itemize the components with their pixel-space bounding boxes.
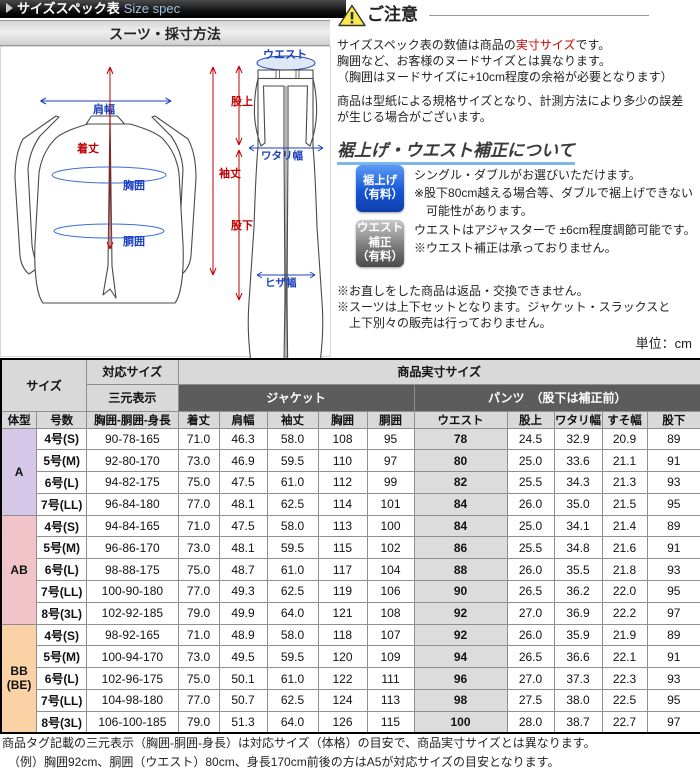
svg-text:ヒザ幅: ヒザ幅 xyxy=(265,276,297,289)
svg-text:ワタリ幅: ワタリ幅 xyxy=(261,149,303,162)
svg-text:袖丈: 袖丈 xyxy=(219,166,241,180)
svg-text:股下: 股下 xyxy=(231,219,253,232)
svg-text:股上: 股上 xyxy=(231,94,253,108)
svg-text:胸囲: 胸囲 xyxy=(123,178,145,192)
svg-text:胴囲: 胴囲 xyxy=(123,235,145,248)
svg-text:肩幅: 肩幅 xyxy=(93,102,115,116)
svg-text:ウエスト: ウエスト xyxy=(263,48,307,61)
svg-text:着丈: 着丈 xyxy=(76,141,99,155)
